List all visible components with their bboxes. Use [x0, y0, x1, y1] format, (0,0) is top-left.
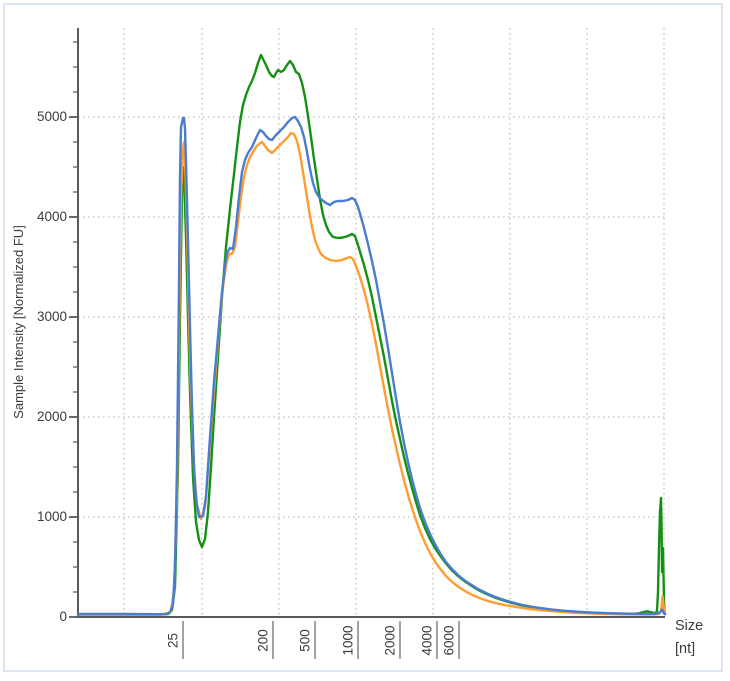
series-sample-orange-line: [76, 131, 667, 616]
y-tick-label: 2000: [36, 409, 67, 424]
x-tick-label: 1000: [340, 625, 356, 656]
x-tick-label: 200: [255, 629, 271, 652]
x-tick-label: 4000: [419, 625, 435, 656]
x-tick-label: 6000: [441, 625, 457, 656]
series-sample-blue-line: [76, 115, 667, 616]
y-tick-label: 3000: [36, 309, 67, 324]
x-axis-title-line1: Size: [675, 618, 704, 634]
x-tick-label: 25: [165, 632, 181, 649]
y-tick-label: 1000: [36, 509, 67, 524]
x-tick-label: 500: [297, 629, 313, 652]
y-tick-label: 4000: [36, 209, 67, 224]
series-sample-green-line: [76, 53, 667, 616]
chart-panel-border: [3, 3, 723, 672]
y-tick-label: 0: [59, 609, 67, 624]
y-tick-label: 5000: [36, 109, 67, 124]
x-axis-title: Size [nt]: [675, 615, 703, 661]
x-tick-label: 2000: [382, 625, 398, 656]
x-axis-title-line2: [nt]: [675, 641, 696, 657]
